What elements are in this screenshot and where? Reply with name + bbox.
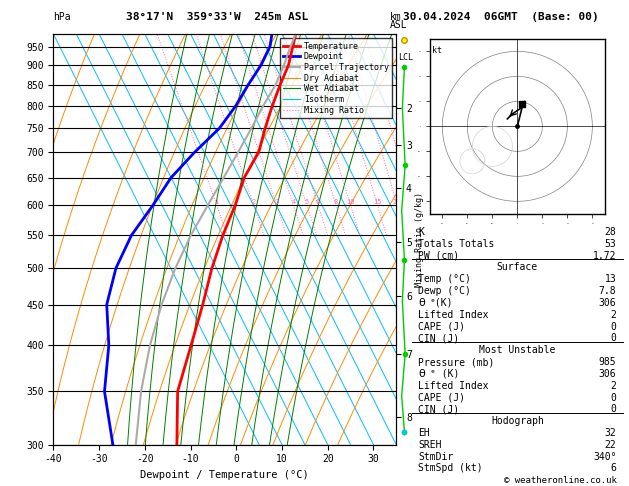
Text: 22: 22: [604, 440, 616, 450]
Text: Lifted Index: Lifted Index: [418, 310, 489, 320]
Text: 2: 2: [611, 381, 616, 391]
Text: Temp (°C): Temp (°C): [418, 274, 471, 284]
Text: 985: 985: [599, 357, 616, 367]
Text: © weatheronline.co.uk: © weatheronline.co.uk: [504, 476, 616, 485]
Text: 15: 15: [373, 199, 382, 205]
Text: 6: 6: [611, 464, 616, 473]
Text: 20: 20: [393, 199, 401, 205]
Text: θ: θ: [418, 298, 425, 308]
X-axis label: Dewpoint / Temperature (°C): Dewpoint / Temperature (°C): [140, 470, 309, 480]
Text: 306: 306: [599, 298, 616, 308]
Text: Surface: Surface: [497, 262, 538, 273]
Text: LCL: LCL: [398, 53, 413, 62]
Text: ᵉ (K): ᵉ (K): [430, 369, 459, 379]
Text: kt: kt: [432, 46, 442, 55]
Text: PW (cm): PW (cm): [418, 251, 459, 260]
Text: km: km: [390, 12, 402, 22]
Text: StmSpd (kt): StmSpd (kt): [418, 464, 483, 473]
Text: 4: 4: [291, 199, 296, 205]
Text: 306: 306: [599, 369, 616, 379]
Text: Lifted Index: Lifted Index: [418, 381, 489, 391]
Text: ᵉ(K): ᵉ(K): [430, 298, 454, 308]
Text: 13: 13: [604, 274, 616, 284]
Text: SREH: SREH: [418, 440, 442, 450]
Text: Pressure (mb): Pressure (mb): [418, 357, 494, 367]
Text: ASL: ASL: [390, 20, 408, 31]
Text: 1: 1: [214, 199, 219, 205]
Legend: Temperature, Dewpoint, Parcel Trajectory, Dry Adiabat, Wet Adiabat, Isotherm, Mi: Temperature, Dewpoint, Parcel Trajectory…: [280, 38, 392, 118]
Text: 32: 32: [604, 428, 616, 438]
Text: Most Unstable: Most Unstable: [479, 345, 555, 355]
Text: CAPE (J): CAPE (J): [418, 322, 465, 331]
Text: 0: 0: [611, 404, 616, 415]
Text: 7.8: 7.8: [599, 286, 616, 296]
Text: Totals Totals: Totals Totals: [418, 239, 494, 249]
Text: 8: 8: [334, 199, 338, 205]
Text: 0: 0: [611, 333, 616, 344]
Text: 0: 0: [611, 322, 616, 331]
Text: Dewp (°C): Dewp (°C): [418, 286, 471, 296]
Text: 6: 6: [316, 199, 320, 205]
Text: 340°: 340°: [593, 451, 616, 462]
Text: K: K: [418, 227, 424, 237]
Text: StmDir: StmDir: [418, 451, 454, 462]
Text: 10: 10: [346, 199, 355, 205]
Text: CIN (J): CIN (J): [418, 404, 459, 415]
Text: hPa: hPa: [53, 12, 71, 22]
Y-axis label: Mixing Ratio (g/kg): Mixing Ratio (g/kg): [415, 192, 424, 287]
Text: CAPE (J): CAPE (J): [418, 393, 465, 402]
Text: 53: 53: [604, 239, 616, 249]
Text: 5: 5: [304, 199, 309, 205]
Text: 2: 2: [611, 310, 616, 320]
Text: 28: 28: [604, 227, 616, 237]
Text: θ: θ: [418, 369, 425, 379]
Text: 38°17'N  359°33'W  245m ASL: 38°17'N 359°33'W 245m ASL: [126, 12, 308, 22]
Text: 2: 2: [252, 199, 256, 205]
Text: Hodograph: Hodograph: [491, 416, 544, 426]
Text: EH: EH: [418, 428, 430, 438]
Text: 1.72: 1.72: [593, 251, 616, 260]
Text: CIN (J): CIN (J): [418, 333, 459, 344]
Text: 30.04.2024  06GMT  (Base: 00): 30.04.2024 06GMT (Base: 00): [403, 12, 598, 22]
Text: 3: 3: [274, 199, 279, 205]
Text: 0: 0: [611, 393, 616, 402]
